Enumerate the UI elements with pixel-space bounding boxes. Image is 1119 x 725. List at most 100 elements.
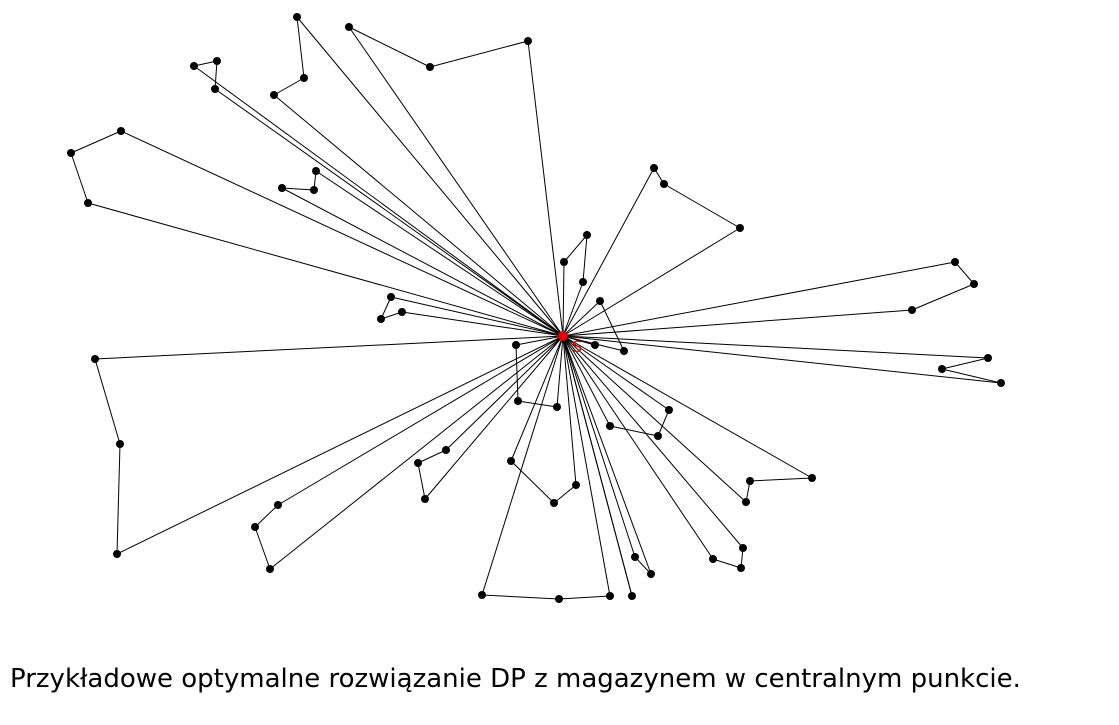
customer-node-59 [606, 592, 614, 600]
route-edge-53 [562, 335, 670, 411]
customer-node-15 [650, 164, 658, 172]
customer-node-20 [579, 278, 587, 286]
route-edge-15 [87, 202, 564, 337]
customer-node-57 [631, 553, 639, 561]
customer-node-39 [665, 406, 673, 414]
route-edge-3 [273, 94, 564, 337]
route-edge-31 [401, 311, 564, 337]
route-edge-4 [348, 26, 564, 337]
customer-node-37 [514, 397, 522, 405]
customer-node-56 [709, 555, 717, 563]
route-edge-40 [562, 335, 596, 346]
route-edge-72 [269, 335, 564, 570]
route-edge-58 [417, 449, 447, 464]
depot-label: S [572, 337, 582, 356]
customer-node-52 [251, 523, 259, 531]
customer-node-43 [414, 459, 422, 467]
route-edge-36 [954, 261, 975, 285]
route-edge-65 [510, 335, 564, 462]
route-edge-59 [417, 462, 426, 500]
route-edge-11 [214, 88, 564, 337]
customer-node-9 [117, 127, 125, 135]
route-edge-61 [562, 335, 813, 479]
figure-caption: Przykładowe optymalne rozwiązanie DP z m… [10, 664, 1021, 694]
route-edge-17 [281, 187, 315, 191]
customer-node-3 [345, 23, 353, 31]
customer-node-25 [620, 347, 628, 355]
route-edge-77 [562, 335, 636, 558]
customer-node-38 [553, 403, 561, 411]
customer-node-29 [591, 341, 599, 349]
route-edge-13 [70, 130, 122, 154]
customer-node-0 [293, 13, 301, 21]
route-edge-23 [562, 227, 741, 337]
customer-node-30 [984, 354, 992, 362]
route-edge-47 [116, 443, 121, 555]
customer-node-22 [377, 315, 385, 323]
route-edge-0 [296, 16, 564, 337]
customer-node-26 [951, 258, 959, 266]
route-edge-71 [254, 526, 271, 570]
route-edge-22 [663, 183, 741, 229]
route-edge-8 [193, 65, 564, 337]
route-edge-37 [911, 283, 975, 311]
customer-node-19 [583, 231, 591, 239]
route-edge-56 [562, 335, 611, 427]
customer-node-53 [266, 565, 274, 573]
route-edge-60 [424, 335, 564, 500]
route-edge-69 [277, 335, 564, 506]
route-edge-28 [390, 296, 564, 337]
customer-node-61 [478, 591, 486, 599]
route-edge-42 [941, 357, 989, 370]
customer-node-6 [190, 62, 198, 70]
customer-node-31 [938, 365, 946, 373]
customer-node-44 [421, 495, 429, 503]
customer-node-55 [737, 564, 745, 572]
route-edge-67 [553, 484, 577, 504]
customer-node-34 [116, 440, 124, 448]
customer-node-46 [746, 477, 754, 485]
route-edge-70 [254, 504, 279, 528]
customer-node-35 [113, 550, 121, 558]
route-edge-35 [562, 261, 956, 337]
route-edges [70, 16, 1002, 600]
route-edge-24 [562, 261, 565, 337]
customer-node-27 [970, 280, 978, 288]
customer-node-21 [387, 293, 395, 301]
route-edge-7 [527, 40, 564, 337]
route-edge-10 [214, 60, 218, 90]
route-diagram: S [67, 13, 1005, 603]
route-edge-44 [562, 335, 1002, 384]
route-edge-29 [380, 296, 392, 320]
route-edge-64 [562, 335, 747, 503]
customer-node-58 [647, 570, 655, 578]
route-edge-76 [562, 335, 714, 560]
route-edge-54 [657, 409, 670, 437]
route-edge-19 [315, 170, 564, 337]
route-edge-75 [712, 558, 742, 569]
customer-node-5 [524, 37, 532, 45]
route-edge-81 [558, 595, 611, 600]
customer-node-47 [742, 498, 750, 506]
customer-node-11 [84, 199, 92, 207]
route-edge-27 [562, 281, 584, 337]
customer-node-10 [67, 149, 75, 157]
route-edge-38 [562, 309, 913, 337]
customer-node-4 [426, 63, 434, 71]
customer-node-14 [312, 167, 320, 175]
route-edge-45 [94, 335, 564, 360]
customer-node-16 [660, 180, 668, 188]
route-edge-26 [582, 234, 588, 283]
customer-node-33 [91, 355, 99, 363]
customer-node-23 [398, 308, 406, 316]
route-edge-32 [562, 300, 601, 337]
customer-node-7 [213, 57, 221, 65]
route-edge-55 [609, 425, 659, 437]
route-edge-2 [273, 77, 305, 96]
customer-node-45 [808, 474, 816, 482]
customer-node-60 [555, 595, 563, 603]
route-edge-85 [562, 335, 633, 597]
route-edge-12 [120, 130, 564, 337]
route-edge-49 [515, 335, 564, 346]
customer-node-54 [739, 544, 747, 552]
